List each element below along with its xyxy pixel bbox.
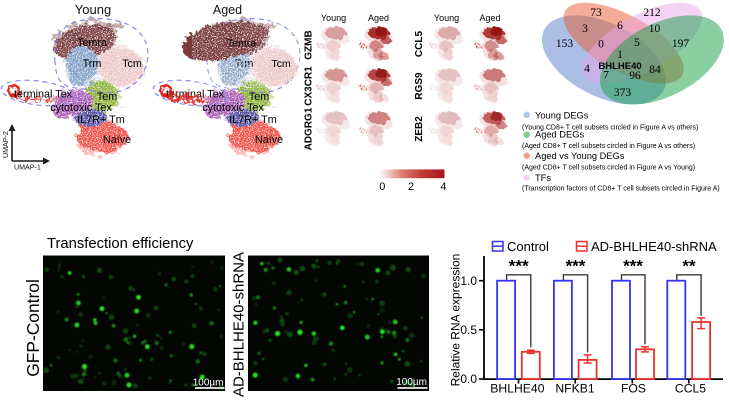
svg-text:96: 96 (629, 70, 641, 82)
svg-text:Aged vs Young DEGs: Aged vs Young DEGs (535, 151, 625, 161)
svg-text:ADGRG1: ADGRG1 (304, 107, 315, 150)
svg-text:(Aged CD8+ T cell subsets circ: (Aged CD8+ T cell subsets circled in Fig… (522, 143, 695, 150)
svg-text:373: 373 (614, 87, 632, 99)
svg-text:AD-BHLHE40-shRNA: AD-BHLHE40-shRNA (231, 252, 248, 397)
svg-text:Young: Young (434, 13, 459, 23)
svg-text:4: 4 (440, 181, 446, 193)
svg-text:Control: Control (507, 239, 549, 254)
svg-text:BHLHE40: BHLHE40 (490, 382, 544, 396)
svg-text:Aged: Aged (368, 13, 389, 23)
svg-text:Aged: Aged (213, 3, 242, 17)
svg-text:0.0: 0.0 (460, 372, 477, 386)
svg-text:(Aged CD8+ T cell subsets circ: (Aged CD8+ T cell subsets circled in Fig… (522, 165, 695, 172)
svg-text:TFs: TFs (535, 173, 551, 183)
svg-text:***: *** (509, 257, 529, 276)
svg-text:CX3CR1: CX3CR1 (304, 66, 315, 106)
svg-text:CCL5: CCL5 (675, 382, 706, 396)
svg-text:1.0: 1.0 (460, 274, 477, 288)
svg-text:Aged: Aged (479, 13, 500, 23)
svg-text:***: *** (566, 257, 586, 276)
svg-text:4: 4 (584, 63, 590, 75)
svg-text:0: 0 (598, 39, 604, 51)
svg-text:RGS9: RGS9 (414, 72, 425, 100)
svg-text:84: 84 (649, 64, 661, 76)
svg-text:**: ** (682, 257, 696, 276)
svg-text:10: 10 (649, 23, 661, 35)
svg-text:GFP-Control: GFP-Control (23, 279, 43, 377)
svg-text:BHLHE40: BHLHE40 (598, 61, 641, 72)
svg-text:1: 1 (617, 49, 623, 61)
svg-text:UMAP-1: UMAP-1 (14, 164, 41, 172)
svg-text:Tem: Tem (97, 91, 117, 103)
svg-text:2: 2 (408, 181, 414, 193)
svg-text:Tcm: Tcm (271, 58, 291, 70)
svg-text:(Young CD8+ T cell subsets cir: (Young CD8+ T cell subsets circled in Fi… (522, 125, 698, 132)
svg-text:FOS: FOS (621, 382, 646, 396)
svg-text:Naïve: Naïve (103, 134, 131, 146)
svg-text:NFKB1: NFKB1 (555, 382, 595, 396)
svg-text:5: 5 (634, 37, 640, 49)
svg-text:CCL5: CCL5 (414, 31, 425, 58)
svg-text:cytotoxic Tex: cytotoxic Tex (50, 102, 112, 114)
svg-text:Young: Young (321, 13, 346, 23)
svg-text:3: 3 (582, 23, 588, 35)
svg-text:0: 0 (379, 181, 385, 193)
svg-text:100µm: 100µm (193, 378, 224, 389)
svg-text:73: 73 (590, 7, 602, 19)
svg-text:100µm: 100µm (396, 377, 427, 388)
svg-text:GZMB: GZMB (304, 30, 315, 59)
svg-text:AD-BHLHE40-shRNA: AD-BHLHE40-shRNA (591, 239, 717, 254)
svg-text:Relative RNA expression: Relative RNA expression (449, 254, 463, 387)
svg-text:Temra: Temra (227, 38, 256, 50)
svg-text:ZEB2: ZEB2 (414, 116, 425, 142)
svg-text:212: 212 (643, 7, 661, 19)
svg-text:7: 7 (603, 70, 609, 82)
svg-text:UMAP-2: UMAP-2 (2, 131, 10, 158)
svg-text:Transfection efficiency: Transfection efficiency (47, 236, 194, 252)
svg-text:Young DEGs: Young DEGs (535, 111, 589, 121)
svg-text:Young: Young (75, 2, 111, 17)
svg-text:Aged DEGs: Aged DEGs (535, 130, 584, 140)
svg-text:(Transcription factors of CD8+: (Transcription factors of CD8+ T cell su… (522, 185, 720, 192)
svg-text:Tcm: Tcm (122, 58, 142, 70)
svg-text:Trm: Trm (83, 58, 102, 70)
svg-text:197: 197 (672, 38, 690, 50)
svg-text:terminal Tex: terminal Tex (14, 89, 73, 101)
svg-text:153: 153 (556, 38, 574, 50)
svg-text:6: 6 (617, 20, 623, 32)
svg-text:0.5: 0.5 (460, 323, 477, 337)
svg-text:***: *** (623, 257, 643, 276)
svg-text:Temra: Temra (77, 37, 107, 49)
svg-text:IL7R+ Tm: IL7R+ Tm (77, 114, 125, 126)
